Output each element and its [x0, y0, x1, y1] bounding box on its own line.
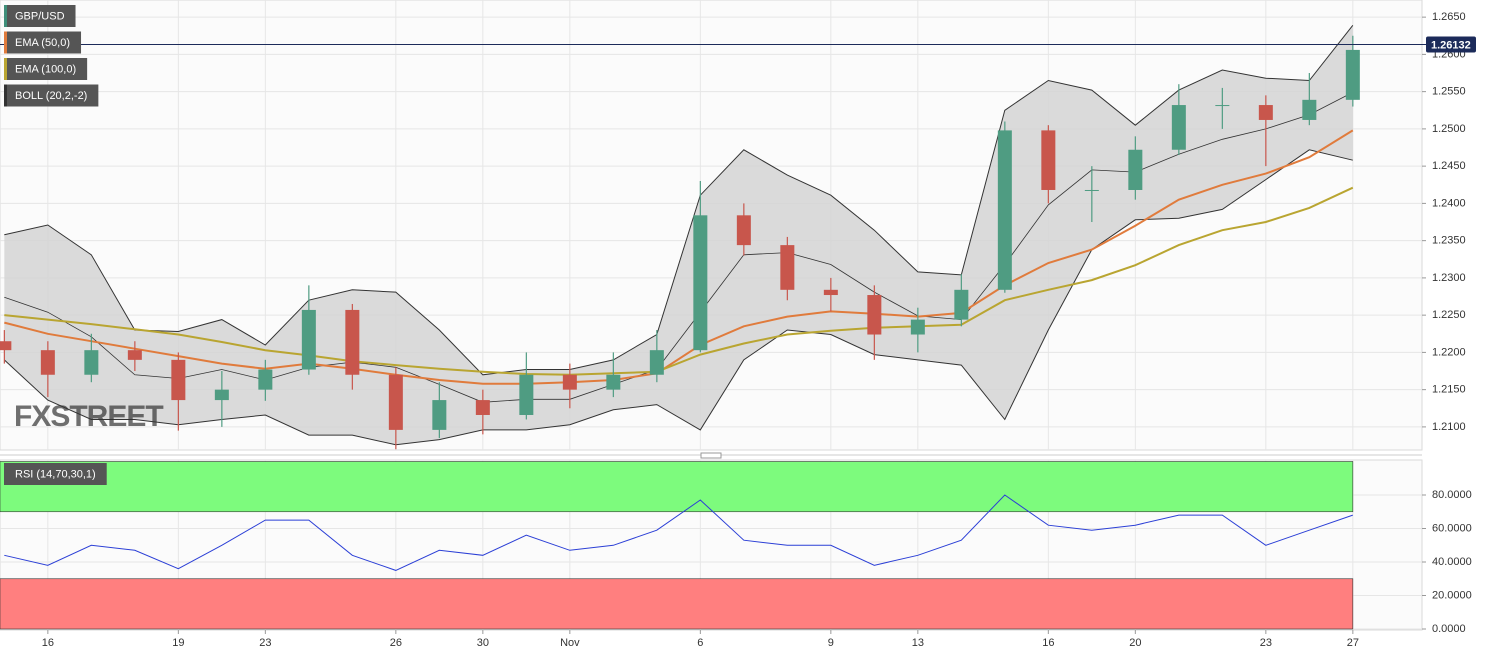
x-tick-label: 27 [1347, 637, 1359, 649]
candle-body [345, 309, 360, 375]
candle-body [1302, 99, 1317, 120]
x-tick-label: 19 [172, 637, 184, 649]
candle-body [1084, 189, 1099, 191]
legend-label: BOLL (20,2,-2) [15, 90, 87, 102]
y-tick-label: 1.2650 [1432, 11, 1466, 23]
legend-swatch [4, 58, 7, 80]
legend-swatch [4, 31, 7, 54]
bollinger-middle [4, 92, 1353, 403]
candle-body [1258, 105, 1273, 120]
candle-body [258, 369, 273, 390]
y-tick-label: 1.2200 [1432, 346, 1466, 358]
candle-body [1041, 130, 1056, 190]
y-tick-label: 1.2500 [1432, 123, 1466, 135]
x-tick-label: Nov [560, 637, 580, 649]
candle-body [127, 350, 142, 360]
watermark: FXSTREET [14, 400, 163, 433]
candle-body [475, 400, 490, 415]
y-tick-label: 1.2100 [1432, 421, 1466, 433]
candle-body [649, 350, 664, 375]
x-tick-label: 30 [477, 637, 489, 649]
ema-line [4, 186, 1354, 376]
y-tick-label: 1.2400 [1432, 197, 1466, 209]
candle-body [1215, 105, 1230, 107]
y-tick-label: 1.2450 [1432, 160, 1466, 172]
bollinger-lower [3, 149, 1353, 446]
candle-body [780, 245, 795, 290]
y-tick-label: 1.2550 [1432, 86, 1466, 98]
candle-body [0, 341, 12, 351]
x-tick-label: 23 [1260, 637, 1272, 649]
x-tick-label: 20 [1129, 637, 1141, 649]
legend-box[interactable] [4, 58, 88, 80]
candle-body [954, 289, 969, 320]
last-price-tag [1426, 36, 1476, 53]
y-tick-label: 40.0000 [1432, 556, 1472, 568]
axes: 1.2100 1.2150 1.2200 1.2250 1.2300 1.2350 1.24… [0, 5, 1476, 649]
candle-body [867, 295, 882, 335]
y-tick-label: 20.0000 [1432, 589, 1472, 601]
candle-body [1345, 49, 1360, 100]
candle-body [432, 400, 447, 430]
rsi-plot [0, 460, 1422, 630]
y-tick-label: 1.2300 [1432, 272, 1466, 284]
rsi-line [4, 494, 1353, 571]
legend-box[interactable] [4, 31, 82, 54]
legend-label: GBP/USD [15, 10, 65, 22]
legend-box[interactable] [4, 84, 99, 107]
x-tick-label: 9 [828, 637, 834, 649]
candle-body [910, 319, 925, 335]
ema-line [4, 129, 1354, 385]
y-tick-label: 1.2250 [1432, 309, 1466, 321]
legend-label: EMA (100,0) [15, 63, 76, 75]
rsi-zone [0, 578, 1354, 630]
rsi-zone [0, 461, 1354, 513]
y-tick-label: 1.2350 [1432, 235, 1466, 247]
x-tick-label: 26 [390, 637, 402, 649]
candle-body [736, 215, 751, 246]
candle-body [562, 374, 577, 390]
y-tick-label: 0.0000 [1432, 623, 1466, 635]
x-tick-label: 6 [697, 637, 703, 649]
legend-swatch [4, 84, 7, 107]
candle-body [519, 374, 534, 415]
y-tick-label: 80.0000 [1432, 489, 1472, 501]
legend-label: EMA (50,0) [15, 37, 70, 49]
candle-body [823, 289, 838, 296]
y-tick-label: 1.2150 [1432, 384, 1466, 396]
x-tick-label: 16 [1042, 637, 1054, 649]
candle-body [693, 215, 708, 351]
resize-handle[interactable] [700, 452, 722, 459]
y-tick-label: 60.0000 [1432, 522, 1472, 534]
candle-body [301, 309, 316, 370]
legend-label: RSI (14,70,30,1) [15, 468, 96, 480]
price-plot: FXSTREET [0, 0, 1422, 450]
bollinger-upper [4, 24, 1354, 376]
x-tick-label: 16 [42, 637, 54, 649]
legend-box[interactable] [4, 5, 76, 27]
legend-swatch [4, 5, 7, 27]
candle-body [606, 374, 621, 390]
candle-body [997, 130, 1012, 290]
candle-body [214, 389, 229, 401]
candle-body [171, 359, 186, 401]
candle-body [1171, 105, 1186, 150]
legend-box[interactable] [4, 463, 107, 485]
bollinger-fill [4, 25, 1353, 445]
x-tick-label: 13 [912, 637, 924, 649]
candle-body [40, 350, 55, 375]
candle-body [1128, 149, 1143, 190]
candle-body [388, 374, 403, 430]
last-price-label: 1.26132 [1431, 39, 1471, 51]
x-tick-label: 23 [259, 637, 271, 649]
candle-body [84, 350, 99, 375]
